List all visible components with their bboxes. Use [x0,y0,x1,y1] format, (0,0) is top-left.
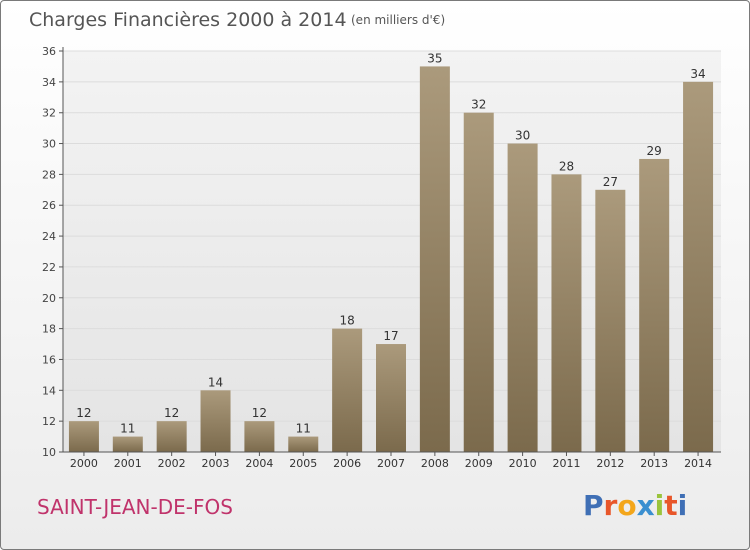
bar-value-label: 18 [339,314,354,328]
y-tick-label: 18 [42,323,56,336]
chart-title: Charges Financières 2000 à 2014 [29,9,347,31]
logo-letter: x [636,489,655,522]
y-tick-label: 24 [42,230,56,243]
bar-2001 [112,436,143,452]
bar-2008 [419,66,450,452]
bar-2000 [68,421,99,452]
y-tick-label: 16 [42,353,56,366]
x-tick-label: 2005 [289,457,317,470]
bar-2010 [507,143,538,453]
x-tick-label: 2010 [509,457,537,470]
bar-2011 [551,174,582,452]
logo-letter: o [617,489,637,522]
y-tick-label: 10 [42,446,56,459]
x-tick-label: 2012 [596,457,624,470]
logo-letter: r [603,489,618,522]
value-labels: 12 11 12 14 12 11 18 17 35 32 30 28 27 29 34 [76,51,705,435]
x-tick-label: 2003 [202,457,230,470]
x-tick-label: 2009 [465,457,493,470]
bar-value-label: 11 [120,422,135,436]
bar-value-label: 30 [515,129,530,143]
y-tick-label: 12 [42,415,56,428]
y-tick-label: 28 [42,168,56,181]
x-tick-label: 2002 [158,457,186,470]
y-tick-label: 20 [42,292,56,305]
bar-2005 [288,436,319,452]
chart-subtitle: (en milliers d'€) [351,13,446,27]
bar-2014 [683,81,714,452]
bar-value-label: 34 [690,67,705,81]
logo-letter: t [664,489,678,522]
y-tick-label: 30 [42,138,56,151]
x-tick-label: 2011 [552,457,580,470]
bar-2007 [376,344,406,452]
y-tick-label: 32 [42,107,56,120]
y-tick-label: 26 [42,199,56,212]
logo-letter: P [583,489,604,522]
x-tick-label: 2001 [114,457,142,470]
bar-value-label: 12 [164,406,179,420]
city-name: SAINT-JEAN-DE-FOS [37,495,233,519]
bar-value-label: 17 [383,329,398,343]
bar-value-label: 35 [427,51,442,65]
y-tick-label: 34 [42,76,56,89]
logo-letter: i [677,489,688,522]
y-tick-label: 22 [42,261,56,274]
x-tick-label: 2013 [640,457,668,470]
y-tick-label: 14 [42,384,56,397]
bar-2009 [463,112,494,452]
axes: 10 12 14 16 18 20 22 24 26 28 30 32 34 36 2000 2001 2002… [42,45,721,470]
bar-value-label: 11 [296,422,311,436]
bar-value-label: 12 [76,406,91,420]
bar-value-label: 32 [471,98,486,112]
x-tick-label: 2004 [245,457,273,470]
bar-2004 [244,421,275,452]
bar-value-label: 28 [559,159,574,173]
x-tick-label: 2006 [333,457,361,470]
bar-2012 [595,189,626,453]
x-tick-label: 2014 [684,457,712,470]
bar-value-label: 29 [647,144,662,158]
proxiti-logo: Proxiti [583,489,687,522]
x-tick-label: 2007 [377,457,405,470]
bars [68,66,714,453]
logo-letter: i [654,489,665,522]
bar-2013 [639,158,670,452]
bar-2006 [332,328,363,452]
x-tick-label: 2008 [421,457,449,470]
bar-value-label: 27 [603,175,618,189]
bar-value-label: 12 [252,406,267,420]
bar-2003 [200,390,231,452]
x-tick-label: 2000 [70,457,98,470]
bar-2002 [156,421,187,452]
bar-value-label: 14 [208,375,223,389]
y-tick-label: 36 [42,45,56,58]
